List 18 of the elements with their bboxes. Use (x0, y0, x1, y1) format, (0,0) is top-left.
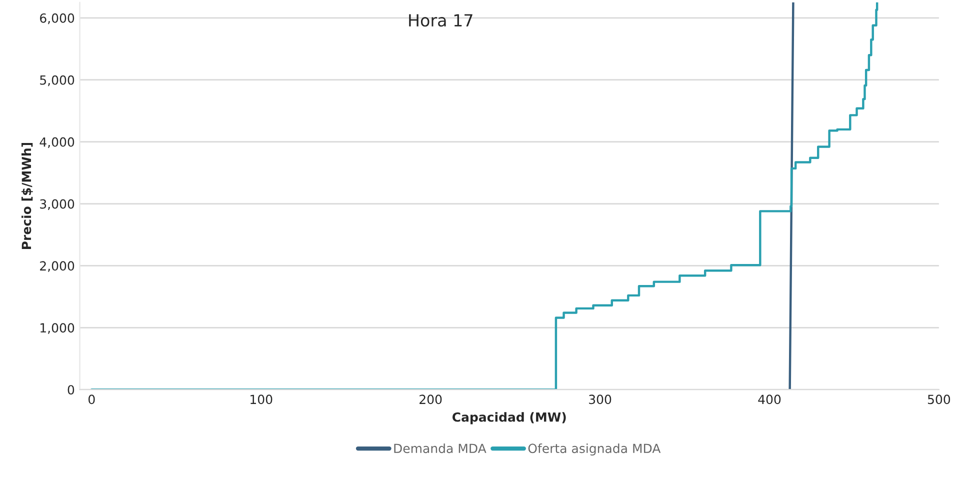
y-tick-label: 4,000 (40, 137, 74, 148)
x-tick-label: 100 (250, 394, 272, 404)
x-tick-label: 300 (589, 394, 612, 404)
x-axis-title: Capacidad (MW) (452, 412, 566, 424)
y-axis-title: Precio [$/MWh] (21, 142, 33, 249)
x-tick-label: 500 (928, 394, 950, 404)
y-tick-label: 1,000 (40, 323, 74, 334)
x-tick-label: 0 (88, 394, 95, 404)
x-tick-label: 400 (758, 394, 781, 404)
text: Hora 17 (409, 14, 472, 27)
y-tick-label: 6,000 (40, 13, 74, 24)
y-tick-label: 5,000 (40, 75, 74, 86)
y-tick-label: 0 (68, 385, 74, 395)
y-tick-label: 2,000 (40, 261, 74, 272)
y-tick-label: 3,000 (40, 199, 74, 210)
x-tick-label: 200 (420, 394, 442, 404)
legend-label: Oferta asignada MDA (528, 443, 661, 456)
legend-label: Demanda MDA (394, 443, 486, 454)
